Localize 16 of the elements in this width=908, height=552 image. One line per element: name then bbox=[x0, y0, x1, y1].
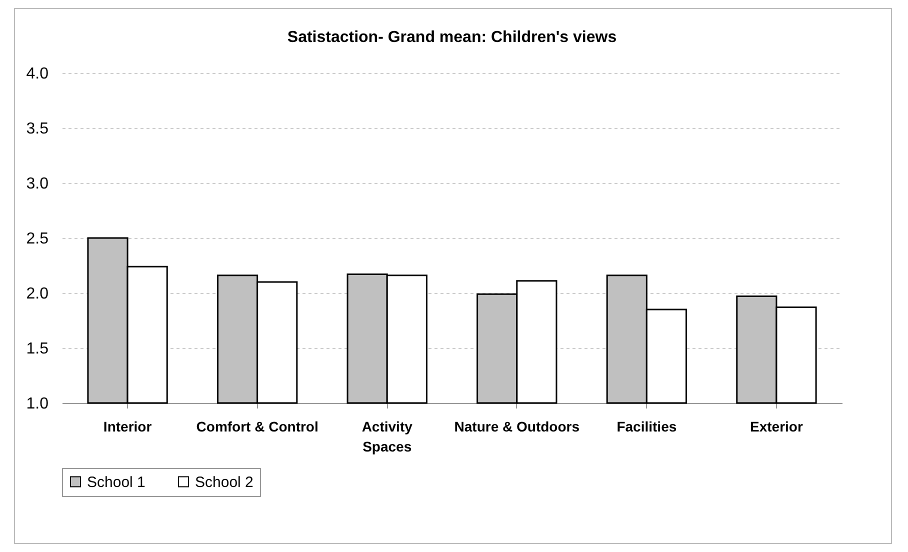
y-tick-label: 4.0 bbox=[26, 66, 49, 82]
legend-label: School 2 bbox=[195, 474, 254, 491]
y-tick-label: 3.5 bbox=[26, 120, 49, 138]
y-tick-label: 1.0 bbox=[26, 396, 49, 412]
x-tick-label: Interior bbox=[103, 418, 152, 434]
legend-label: School 1 bbox=[87, 474, 146, 491]
y-tick-label: 3.0 bbox=[26, 176, 49, 192]
x-tick-label: Facilities bbox=[616, 418, 677, 434]
x-tick-label: Activity Spaces bbox=[362, 418, 413, 454]
y-tick-label: 2.0 bbox=[26, 286, 49, 302]
chart-title: Satistaction- Grand mean: Children's views bbox=[287, 29, 617, 46]
y-tick-label: 1.5 bbox=[26, 340, 49, 358]
y-tick-label: 2.5 bbox=[26, 230, 49, 248]
x-tick-label: Comfort & Control bbox=[196, 418, 318, 434]
x-tick-label: Exterior bbox=[750, 418, 804, 434]
x-tick-label: Nature & Outdoors bbox=[454, 418, 580, 434]
